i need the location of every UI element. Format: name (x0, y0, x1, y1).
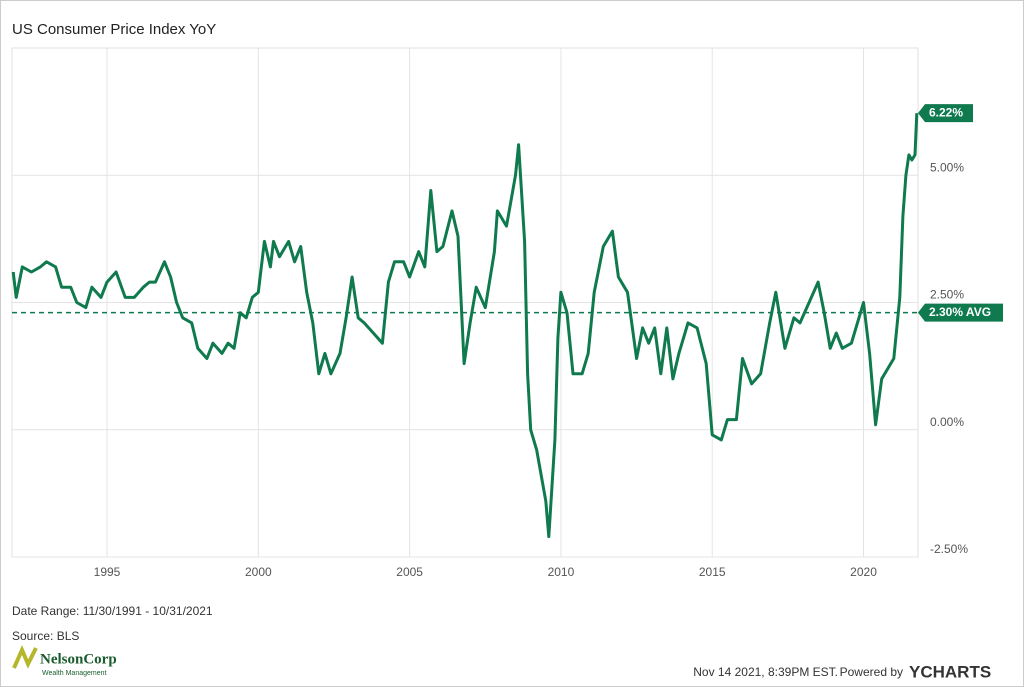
x-tick-label: 2020 (850, 565, 877, 579)
y-tick-label: 5.00% (930, 160, 964, 174)
y-tick-label: -2.50% (930, 542, 968, 556)
y-tick-label: 2.50% (930, 288, 964, 302)
end-label (918, 104, 973, 123)
logo: NelsonCorp Wealth Management (12, 645, 117, 677)
average-label (918, 303, 1003, 322)
x-tick-label: 2015 (699, 565, 726, 579)
chart-title: US Consumer Price Index YoY (12, 21, 216, 38)
end-label-text: 6.22% (929, 105, 963, 119)
x-tick-label: 1995 (94, 565, 121, 579)
timestamp: Nov 14 2021, 8:39PM EST. (693, 665, 838, 679)
average-label-text: 2.30% AVG (929, 305, 991, 319)
x-tick-label: 2010 (548, 565, 575, 579)
y-tick-label: 0.00% (930, 415, 964, 429)
brand: YCHARTS (909, 662, 991, 681)
logo-text: NelsonCorp (40, 651, 117, 667)
source: Source: BLS (12, 629, 79, 643)
timestamp: Powered by (840, 665, 903, 679)
data-line (11, 113, 919, 539)
x-tick-label: 2000 (245, 565, 272, 579)
x-tick-label: 2005 (396, 565, 423, 579)
date-range: Date Range: 11/30/1991 - 10/31/2021 (12, 604, 213, 618)
logo-sub: Wealth Management (42, 670, 107, 677)
